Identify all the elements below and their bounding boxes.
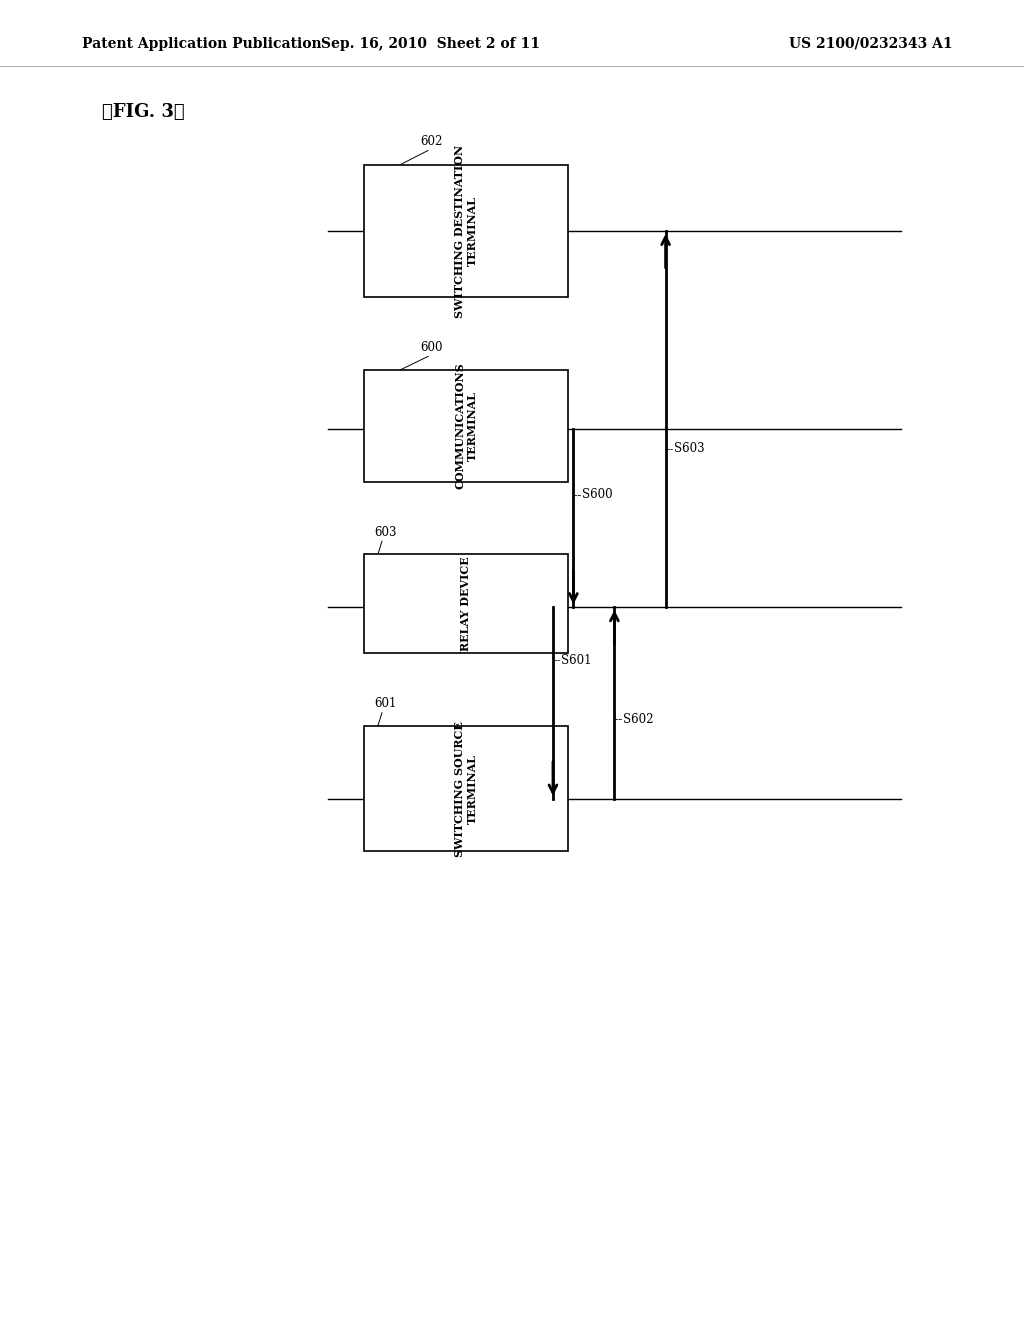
Text: 603: 603 bbox=[374, 525, 396, 539]
Text: US 2100/0232343 A1: US 2100/0232343 A1 bbox=[788, 37, 952, 50]
Text: 601: 601 bbox=[374, 697, 396, 710]
Text: S602: S602 bbox=[623, 713, 653, 726]
Text: 』FIG. 3】: 』FIG. 3】 bbox=[102, 103, 185, 121]
Text: Patent Application Publication: Patent Application Publication bbox=[82, 37, 322, 50]
Bar bbox=[364, 370, 568, 482]
Text: Sep. 16, 2010  Sheet 2 of 11: Sep. 16, 2010 Sheet 2 of 11 bbox=[321, 37, 540, 50]
Text: COMMUNICATIONS
TERMINAL: COMMUNICATIONS TERMINAL bbox=[454, 363, 478, 488]
Bar bbox=[364, 165, 568, 297]
Text: 602: 602 bbox=[420, 135, 442, 148]
Text: SWITCHING SOURCE
TERMINAL: SWITCHING SOURCE TERMINAL bbox=[454, 721, 478, 857]
Text: SWITCHING DESTINATION
TERMINAL: SWITCHING DESTINATION TERMINAL bbox=[454, 144, 478, 318]
Bar bbox=[364, 726, 568, 851]
Bar bbox=[364, 554, 568, 653]
Text: S601: S601 bbox=[561, 653, 592, 667]
Text: S600: S600 bbox=[582, 488, 612, 502]
Text: S603: S603 bbox=[674, 442, 705, 455]
Text: 600: 600 bbox=[420, 341, 442, 354]
Text: RELAY DEVICE: RELAY DEVICE bbox=[461, 557, 471, 651]
